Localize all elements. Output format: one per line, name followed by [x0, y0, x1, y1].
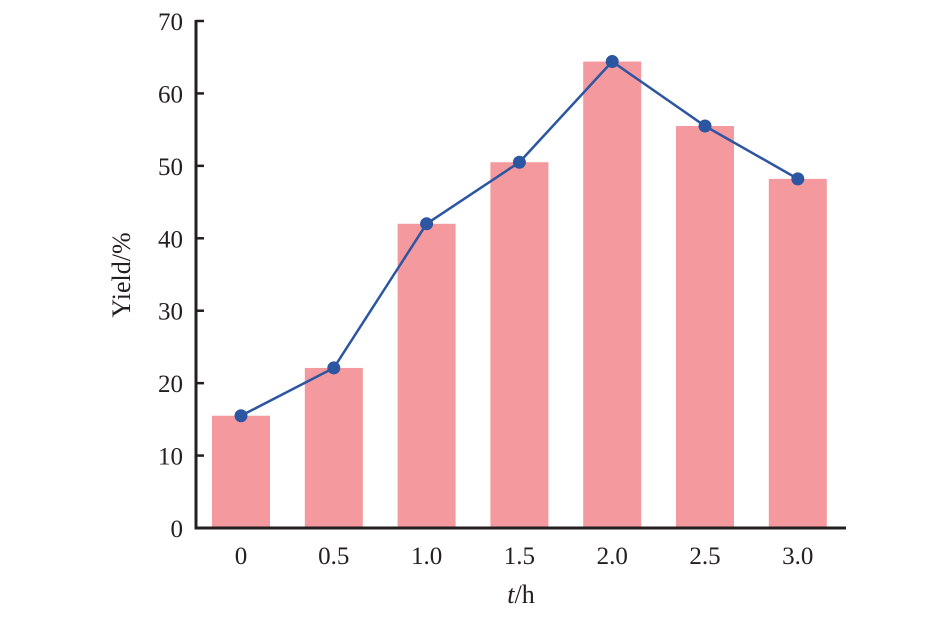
- line-marker-3.0: [791, 172, 805, 186]
- line-marker-1.5: [512, 155, 526, 169]
- line-marker-1.0: [420, 217, 434, 231]
- x-axis-title-italic: t: [507, 580, 515, 609]
- y-tick-label: 20: [158, 371, 183, 398]
- x-tick-label: 2.0: [597, 543, 628, 570]
- y-tick-label: 60: [158, 81, 183, 108]
- axes: [194, 20, 846, 530]
- x-tick-label: 1.0: [411, 543, 442, 570]
- bar-2.0: [583, 61, 642, 529]
- y-tick-label: 40: [158, 226, 183, 253]
- x-axis-title: t/h: [507, 580, 534, 609]
- bar-2.5: [676, 126, 734, 529]
- line-marker-2.5: [698, 119, 712, 133]
- bar-series: [212, 61, 827, 529]
- y-axis-ticks: 0 10 20 30 40 50 60 70: [158, 9, 204, 543]
- x-tick-label: 2.5: [689, 543, 720, 570]
- x-axis-title-rest: /h: [515, 580, 535, 609]
- x-tick-label: 0: [235, 543, 248, 570]
- line-marker-0: [234, 409, 248, 423]
- bar-0: [212, 415, 270, 528]
- x-tick-label: 1.5: [504, 543, 535, 570]
- y-tick-label: 70: [158, 9, 183, 36]
- bar-1.0: [397, 223, 456, 529]
- bar-1.5: [490, 162, 549, 528]
- x-tick-label: 3.0: [782, 543, 813, 570]
- x-axis-ticks: 0 0.5 1.0 1.5 2.0 2.5 3.0: [235, 543, 814, 570]
- bar-3.0: [768, 178, 827, 528]
- x-tick-label: 0.5: [318, 543, 349, 570]
- y-tick-label: 50: [158, 154, 183, 181]
- line-marker-2.0: [605, 55, 619, 69]
- line-marker-0.5: [327, 361, 341, 375]
- line-series: [234, 55, 805, 423]
- y-tick-label: 10: [158, 444, 183, 471]
- y-axis-title: Yield/%: [107, 232, 136, 317]
- y-tick-label: 0: [171, 516, 184, 543]
- bar-0.5: [304, 367, 363, 528]
- y-tick-label: 30: [158, 299, 183, 326]
